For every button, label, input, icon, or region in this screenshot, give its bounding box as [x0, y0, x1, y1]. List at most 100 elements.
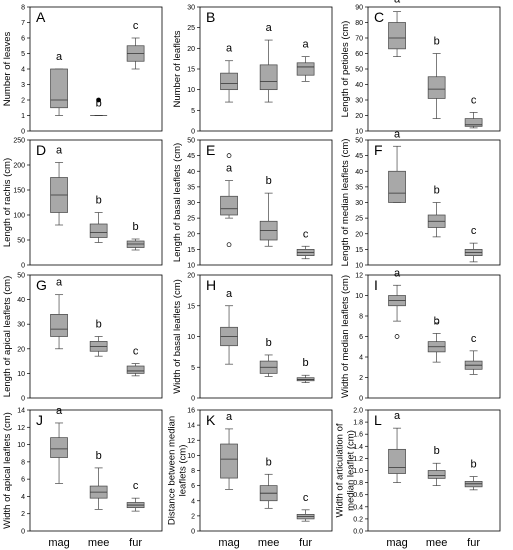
- y-tick-label: 4: [359, 355, 363, 362]
- panel-i: 0 2 4 6 8 10 12 Width of median leaflets (cm) Ia…: [340, 267, 501, 403]
- y-tick-label: 0: [21, 529, 25, 536]
- y-tick-label: 150: [13, 188, 25, 195]
- significance-letter: b: [266, 175, 272, 187]
- y-tick-label: 6: [191, 483, 195, 490]
- y-tick-label: 10: [187, 453, 195, 460]
- box-mee: b: [427, 36, 446, 119]
- y-tick-label: 6: [359, 334, 363, 341]
- y-tick-label: 20: [187, 273, 195, 280]
- outlier-point: [434, 318, 439, 324]
- y-tick-label: 60: [355, 51, 363, 58]
- box-mag: a: [220, 163, 238, 219]
- box-iqr: [388, 170, 406, 203]
- y-axis-label: Length of petioles (cm): [340, 21, 351, 118]
- significance-letter: a: [226, 163, 233, 175]
- y-tick-label: 0.2: [353, 516, 363, 523]
- box-fur: c: [464, 94, 483, 129]
- y-tick-label: 40: [17, 297, 25, 304]
- y-axis-label: Length of rachis (cm): [2, 158, 13, 247]
- y-tick-label: 15: [355, 247, 363, 254]
- box-iqr: [220, 443, 238, 479]
- y-tick-label: 15: [187, 247, 195, 254]
- significance-letter: b: [303, 357, 309, 369]
- box-mag: a: [50, 277, 68, 350]
- y-tick-label: 0: [359, 396, 363, 403]
- y-tick-label: 1.0: [353, 468, 363, 475]
- y-tick-label: 0: [21, 129, 25, 136]
- panel-letter: I: [374, 277, 378, 293]
- box-mag: a: [388, 267, 406, 322]
- significance-letter: b: [96, 195, 102, 207]
- y-tick-label: 8: [191, 468, 195, 475]
- y-tick-label: 12: [187, 438, 195, 445]
- y-tick-label: 8: [21, 459, 25, 466]
- y-tick-label: 50: [355, 67, 363, 74]
- y-axis-label: Number of leaves: [2, 32, 13, 107]
- panel-frame: [367, 274, 501, 399]
- box-iqr: [50, 314, 68, 337]
- box-mag: a: [388, 410, 406, 483]
- x-category-label: mag: [386, 537, 407, 549]
- y-tick-label: 15: [187, 67, 195, 74]
- y-axis-label: Length of median leaflets (cm): [340, 139, 351, 267]
- box-fur: c: [126, 346, 145, 377]
- y-tick-label: 10: [187, 87, 195, 94]
- y-tick-label: 250: [13, 138, 25, 145]
- outlier-point: [226, 242, 232, 248]
- y-tick-label: 1.6: [353, 432, 363, 439]
- significance-letter: c: [133, 346, 139, 358]
- y-tick-label: 4: [21, 494, 25, 501]
- box-iqr: [427, 470, 446, 479]
- panel-c: 10 20 30 40 50 60 70 80 90 Length of petioles (cm…: [340, 0, 501, 136]
- box-mag: a: [220, 288, 238, 365]
- box-iqr: [296, 62, 315, 76]
- significance-letter: a: [56, 145, 63, 157]
- y-tick-label: 0: [191, 529, 195, 536]
- y-tick-label: 30: [187, 5, 195, 12]
- panel-d: 0 50 100 150 200 250 Length of rachis (cm) D a b b: [2, 138, 163, 270]
- y-tick-label: 5: [21, 51, 25, 58]
- y-tick-label: 40: [355, 82, 363, 89]
- y-tick-label: 2.0: [353, 408, 363, 415]
- significance-letter: a: [394, 410, 401, 422]
- box-mee: b: [259, 175, 278, 247]
- y-tick-label: 14: [187, 423, 195, 430]
- y-tick-label: 80: [355, 20, 363, 27]
- box-mag: a: [388, 128, 406, 203]
- y-tick-label: 2: [21, 98, 25, 105]
- y-tick-label: 1.4: [353, 444, 363, 451]
- box-fur: a: [296, 39, 315, 82]
- box-mag: a: [50, 145, 68, 226]
- x-category-label: fur: [299, 537, 312, 549]
- y-tick-label: 15: [187, 303, 195, 310]
- y-tick-label: 20: [355, 231, 363, 238]
- panel-frame: [29, 6, 163, 132]
- box-iqr: [50, 437, 68, 458]
- y-tick-label: 0.8: [353, 480, 363, 487]
- y-tick-label: 30: [187, 200, 195, 207]
- significance-letter: c: [133, 20, 139, 32]
- box-fur: b: [296, 357, 315, 383]
- y-tick-label: 12: [17, 425, 25, 432]
- box-iqr: [388, 448, 406, 474]
- y-axis-label: Length of basal leaflets (cm): [172, 143, 183, 262]
- y-tick-label: 1.2: [353, 456, 363, 463]
- panel-g: 0 10 20 30 40 50 Length of apical leaflets (cm…: [2, 273, 163, 403]
- significance-letter: c: [133, 480, 139, 492]
- panel-l: 0.0 0.2 0.4 0.6 0.8 1.0 1.2 1.4 1.6 1.8 2.0 Width o…: [335, 408, 501, 536]
- significance-letter: b: [133, 221, 139, 233]
- box-iqr: [388, 22, 406, 50]
- y-tick-label: 10: [17, 371, 25, 378]
- y-tick-label: 1: [21, 113, 25, 120]
- box-fur: c: [296, 492, 315, 522]
- y-tick-label: 2: [191, 513, 195, 520]
- y-tick-label: 20: [187, 231, 195, 238]
- box-fur: b: [126, 221, 145, 251]
- significance-letter: a: [394, 0, 401, 6]
- panel-letter: L: [374, 412, 382, 428]
- box-iqr: [89, 223, 108, 238]
- panel-h: 0 5 10 15 20 Width of basal leaflets (cm) Ha b b: [172, 273, 333, 403]
- y-tick-label: 0: [21, 263, 25, 270]
- y-tick-label: 40: [355, 169, 363, 176]
